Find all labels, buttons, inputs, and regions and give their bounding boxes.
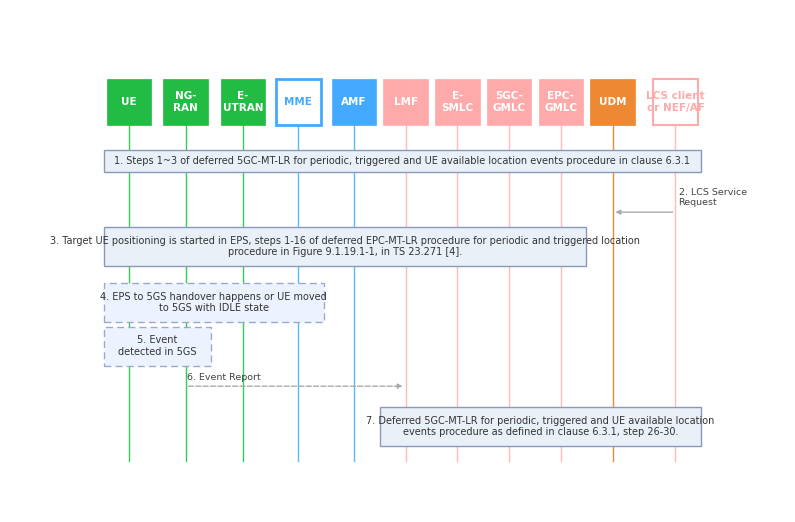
Text: UE: UE xyxy=(121,97,137,107)
FancyBboxPatch shape xyxy=(164,79,207,125)
FancyBboxPatch shape xyxy=(539,79,583,125)
FancyBboxPatch shape xyxy=(103,283,324,322)
Text: 4. EPS to 5GS handover happens or UE moved
to 5GS with IDLE state: 4. EPS to 5GS handover happens or UE mov… xyxy=(100,292,327,313)
Text: MME: MME xyxy=(285,97,312,107)
FancyBboxPatch shape xyxy=(221,79,265,125)
FancyBboxPatch shape xyxy=(103,227,586,266)
Text: 5GC-
GMLC: 5GC- GMLC xyxy=(493,91,525,113)
Text: LCS client
or NEF/AF: LCS client or NEF/AF xyxy=(646,91,704,113)
Text: UDM: UDM xyxy=(599,97,626,107)
Text: LMF: LMF xyxy=(394,97,417,107)
FancyBboxPatch shape xyxy=(383,79,428,125)
Text: 6. Event Report: 6. Event Report xyxy=(188,373,262,382)
Text: 3. Target UE positioning is started in EPS, steps 1-16 of deferred EPC-MT-LR pro: 3. Target UE positioning is started in E… xyxy=(50,235,640,257)
Text: E-
UTRAN: E- UTRAN xyxy=(223,91,263,113)
Text: 7. Deferred 5GC-MT-LR for periodic, triggered and UE available location
events p: 7. Deferred 5GC-MT-LR for periodic, trig… xyxy=(366,416,715,437)
FancyBboxPatch shape xyxy=(435,79,479,125)
FancyBboxPatch shape xyxy=(380,407,700,446)
FancyBboxPatch shape xyxy=(107,79,151,125)
FancyBboxPatch shape xyxy=(103,327,211,365)
FancyBboxPatch shape xyxy=(487,79,531,125)
Text: 1. Steps 1~3 of deferred 5GC-MT-LR for periodic, triggered and UE available loca: 1. Steps 1~3 of deferred 5GC-MT-LR for p… xyxy=(114,156,690,166)
Text: 2. LCS Service
Request: 2. LCS Service Request xyxy=(679,188,747,207)
FancyBboxPatch shape xyxy=(276,79,320,125)
Text: NG-
RAN: NG- RAN xyxy=(173,91,198,113)
Text: 5. Event
detected in 5GS: 5. Event detected in 5GS xyxy=(118,335,196,357)
FancyBboxPatch shape xyxy=(591,79,634,125)
Text: E-
SMLC: E- SMLC xyxy=(441,91,473,113)
Text: AMF: AMF xyxy=(341,97,366,107)
FancyBboxPatch shape xyxy=(332,79,376,125)
FancyBboxPatch shape xyxy=(103,150,700,172)
Text: EPC-
GMLC: EPC- GMLC xyxy=(545,91,577,113)
FancyBboxPatch shape xyxy=(653,79,698,125)
